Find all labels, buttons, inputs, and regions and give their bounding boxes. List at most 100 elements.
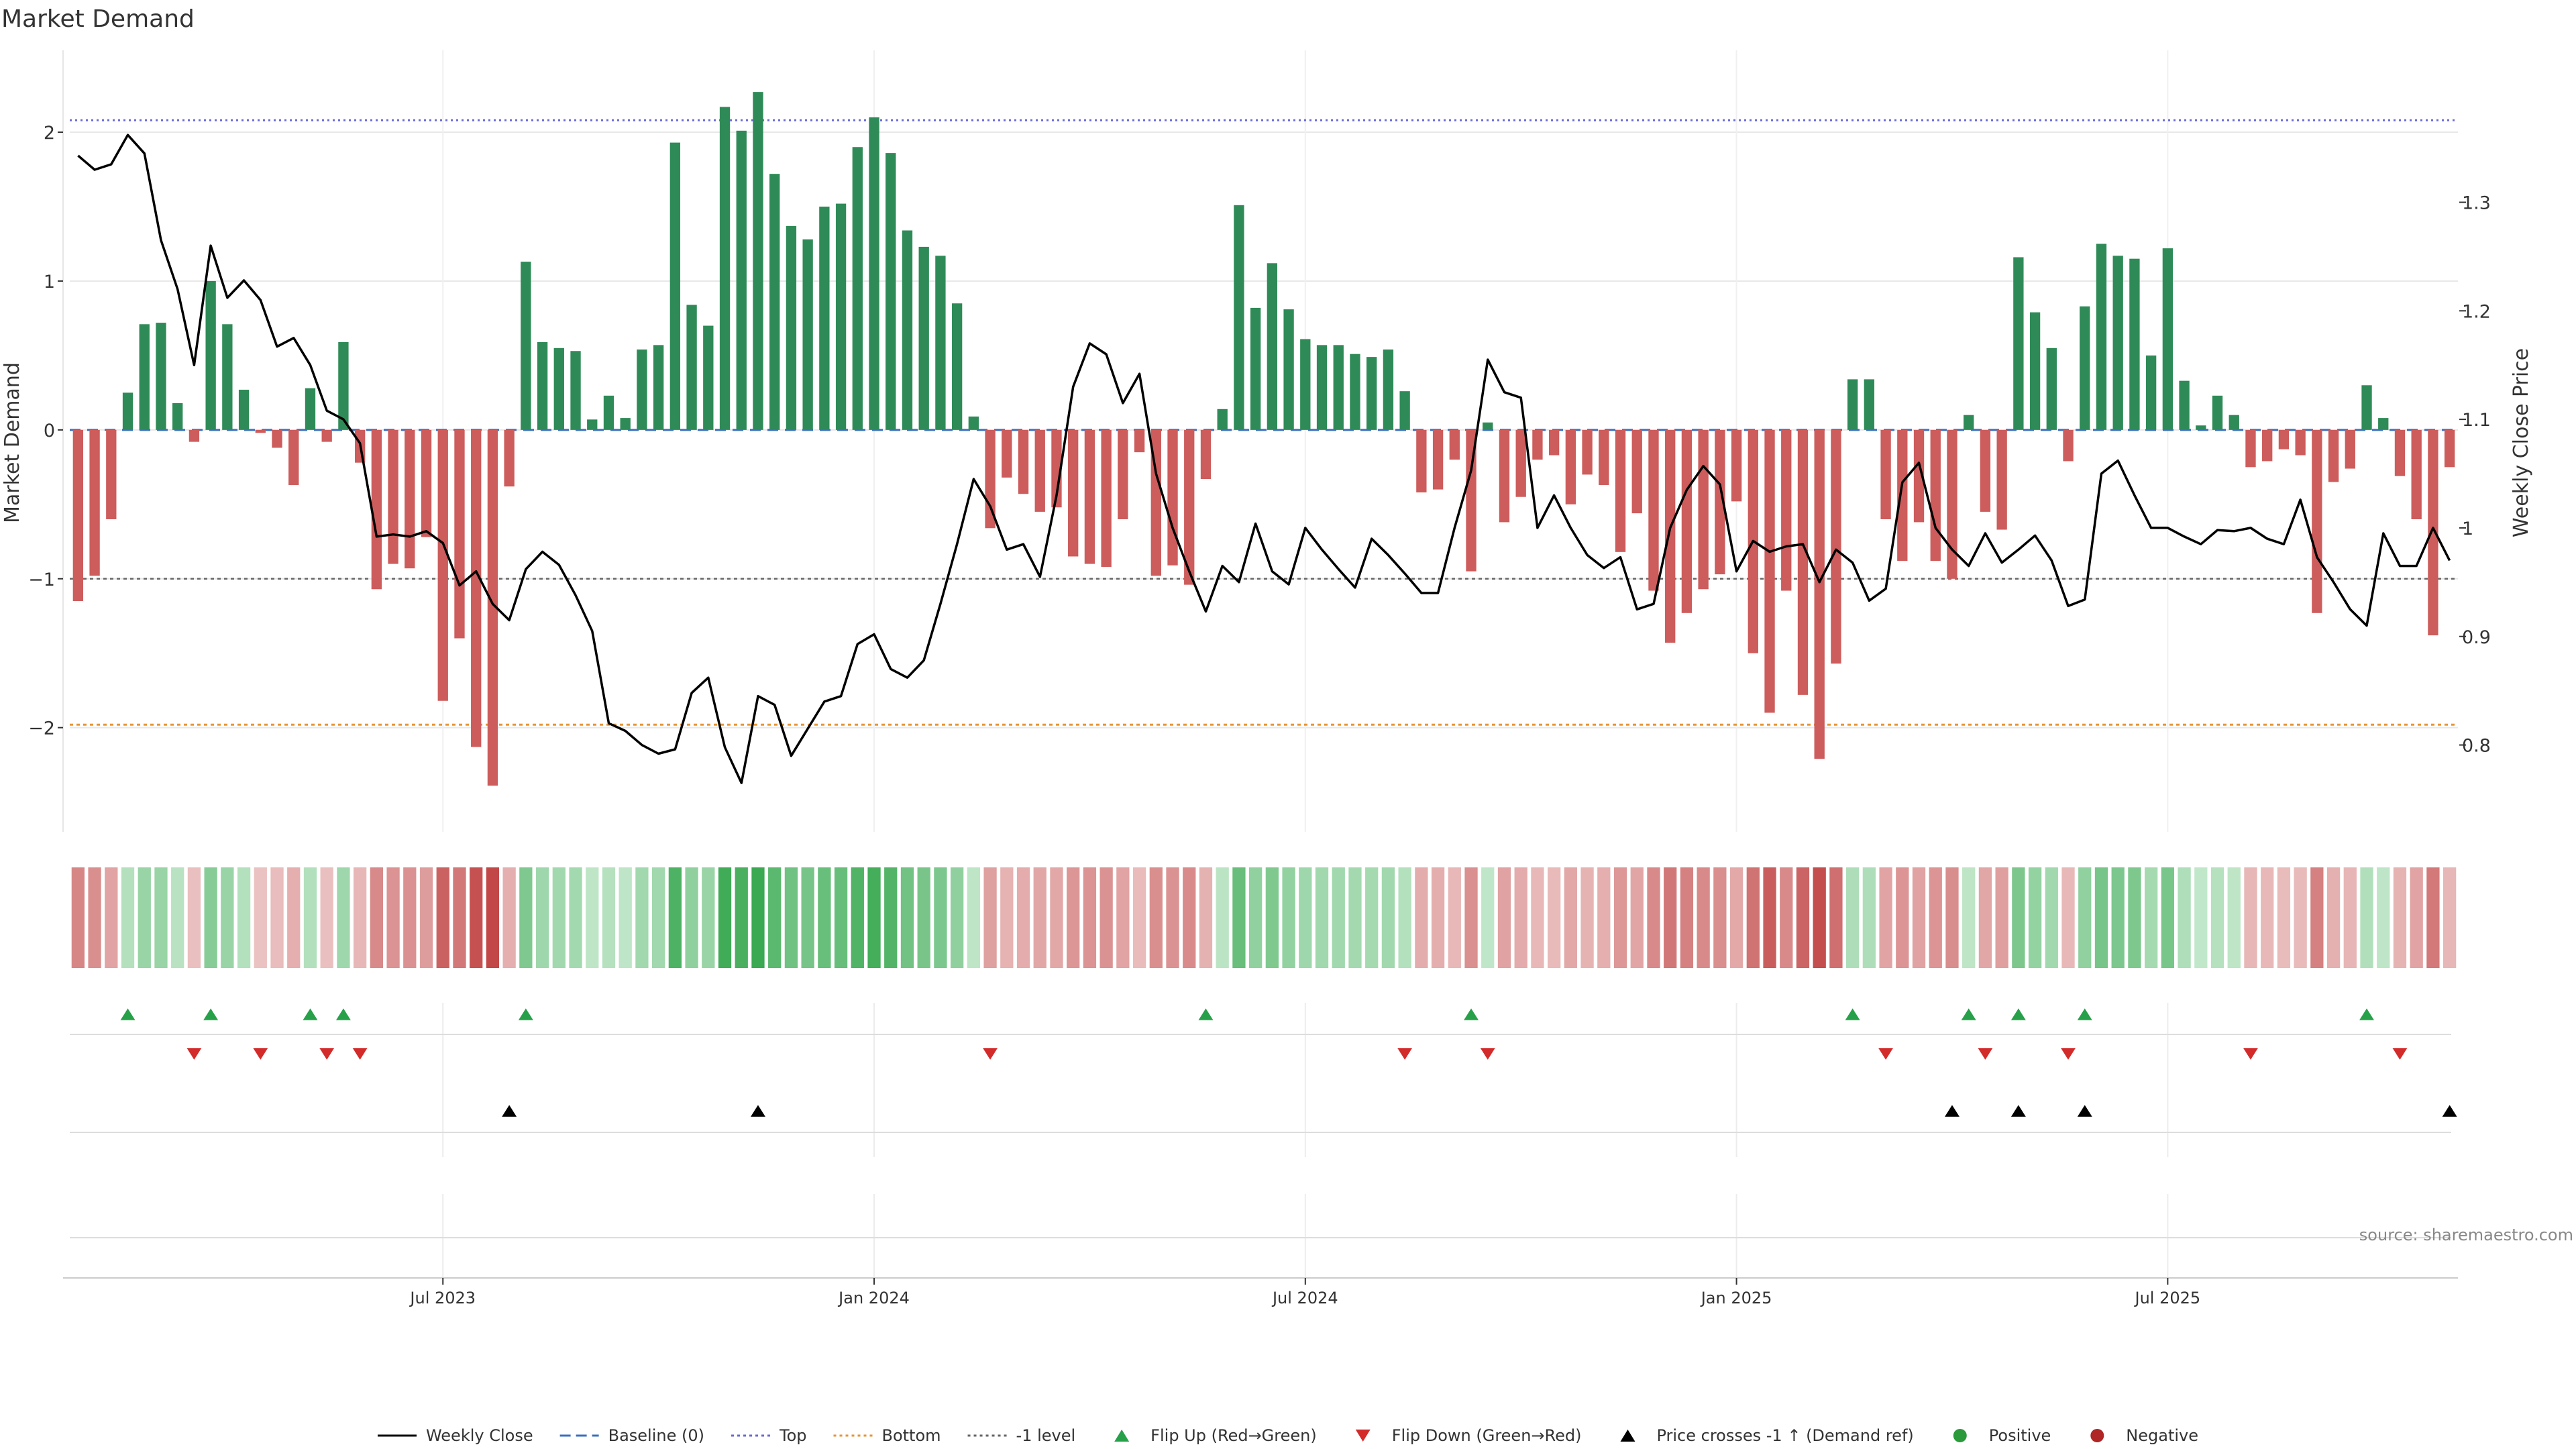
flip-down-marker [352, 1048, 368, 1060]
demand-bar [1964, 415, 1974, 430]
demand-bar [2112, 256, 2123, 430]
flip-down-marker [1978, 1048, 1993, 1060]
flip-down-marker [1878, 1048, 1894, 1060]
heat-cell [1929, 867, 1942, 968]
demand-bar [620, 418, 631, 430]
heat-cell [237, 867, 251, 968]
heat-cell [1630, 867, 1644, 968]
heat-cell [470, 867, 483, 968]
flip-up-marker [303, 1008, 318, 1020]
heat-cell [1531, 867, 1544, 968]
demand-bar [1731, 429, 1742, 502]
heat-cell [535, 867, 549, 968]
demand-bar [205, 280, 216, 430]
demand-bar [1864, 379, 1875, 430]
heat-cell [337, 867, 350, 968]
heat-cell [2094, 867, 2108, 968]
heat-cell [983, 867, 997, 968]
heat-cell [1514, 867, 1527, 968]
demand-bar [2196, 425, 2206, 430]
demand-bar [1764, 429, 1775, 713]
demand-bar [1333, 345, 1344, 430]
demand-bar [1913, 429, 1925, 523]
heat-cell [718, 867, 732, 968]
demand-bar [156, 323, 166, 430]
heat-cell [685, 867, 698, 968]
flip-up-marker [1464, 1008, 1479, 1020]
heat-cell [900, 867, 914, 968]
demand-bar [437, 429, 448, 701]
demand-bar [1715, 429, 1725, 575]
legend-swatch [2090, 1429, 2104, 1442]
flip-down-marker [186, 1048, 202, 1060]
demand-bar [1101, 429, 1112, 568]
demand-bars [72, 92, 2455, 786]
heat-cell [2061, 867, 2075, 968]
demand-bar [1615, 429, 1626, 552]
heat-cell [453, 867, 466, 968]
demand-bar [2345, 429, 2355, 469]
heat-cell [1481, 867, 1495, 968]
demand-bar [769, 174, 780, 430]
flip-up-marker [2359, 1008, 2375, 1020]
heat-cell [353, 867, 367, 968]
heat-cell [2078, 867, 2092, 968]
gridlines [70, 50, 2458, 1278]
heat-cell [1216, 867, 1229, 968]
demand-bar [736, 130, 747, 430]
signal-markers [70, 1008, 2457, 1238]
demand-bar [2145, 355, 2157, 430]
demand-bar [2129, 258, 2140, 430]
demand-bar [2046, 347, 2057, 430]
demand-bar [1847, 379, 1858, 430]
heat-cell [1580, 867, 1594, 968]
heat-cell [1099, 867, 1113, 968]
heat-cell [1299, 867, 1312, 968]
y2-tick-label: 0.9 [2462, 627, 2491, 648]
x-tick-label: Jul 2023 [409, 1289, 476, 1307]
heat-cell [1365, 867, 1379, 968]
heat-cell [1862, 867, 1876, 968]
heat-cell [1116, 867, 1130, 968]
demand-bar [2361, 385, 2372, 430]
heat-cell [2410, 867, 2423, 968]
heat-cell [370, 867, 384, 968]
heat-cell [320, 867, 333, 968]
heat-cell [834, 867, 848, 968]
heat-cell [88, 867, 101, 968]
demand-bar [1300, 339, 1311, 430]
flip-up-marker [1961, 1008, 1976, 1020]
demand-bar [2029, 312, 2041, 430]
heat-cell [635, 867, 649, 968]
heat-cell [1813, 867, 1826, 968]
flip-down-marker [253, 1048, 268, 1060]
heat-cell [1962, 867, 1976, 968]
heat-cell [1713, 867, 1727, 968]
heat-cell [1016, 867, 1030, 968]
flip-down-marker [319, 1048, 335, 1060]
flip-up-marker [203, 1008, 219, 1020]
heat-cell [1995, 867, 2008, 968]
flip-down-marker [2061, 1048, 2076, 1060]
demand-bar [2328, 429, 2339, 482]
legend-swatch [1620, 1430, 1635, 1442]
heat-cell [1000, 867, 1014, 968]
legend: Weekly Close Baseline (0) Top Bottom -1 leve… [377, 1426, 2198, 1445]
demand-bar [802, 239, 813, 430]
legend-label: -1 level [1016, 1426, 1076, 1445]
price-cross-marker [1944, 1105, 1960, 1117]
heat-cell [1464, 867, 1478, 968]
y2-tick-label: 0.8 [2462, 736, 2491, 757]
heat-cell [1780, 867, 1793, 968]
demand-bar [686, 305, 697, 430]
x-tick-label: Jan 2025 [1700, 1289, 1772, 1307]
y-tick-label: 1 [44, 272, 55, 292]
demand-bar [885, 153, 896, 430]
demand-bar [405, 429, 415, 569]
legend-label: Price crosses -1 ↑ (Demand ref) [1656, 1426, 1913, 1445]
axis-ticks: 2 1 0 −1 −2 1.3 1.2 1.1 1 0.9 0.8 [28, 50, 2491, 832]
demand-bar [786, 225, 797, 430]
heat-cell [1547, 867, 1561, 968]
heat-cell [1415, 867, 1428, 968]
heat-cell [1497, 867, 1511, 968]
